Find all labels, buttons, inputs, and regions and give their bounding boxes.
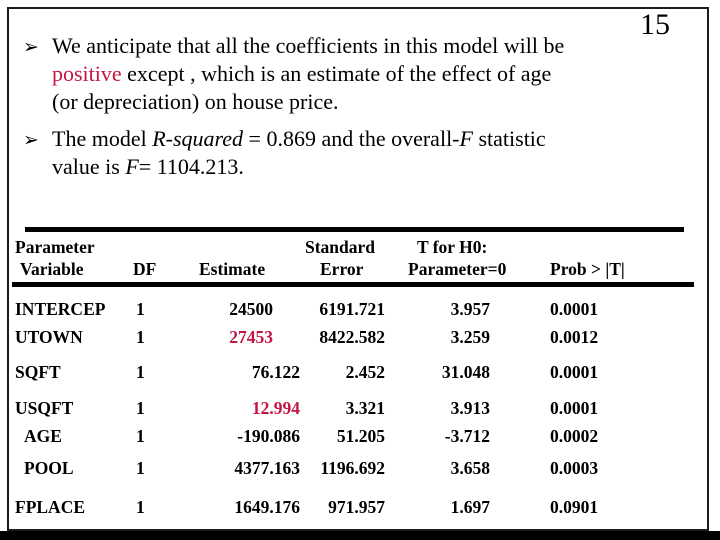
bullet1-highlight: positive xyxy=(52,61,122,86)
cell-prob: 0.0001 xyxy=(550,398,599,418)
cell-variable: POOL xyxy=(24,458,74,478)
bullet-list: ➢ We anticipate that all the coefficient… xyxy=(18,32,698,181)
bullet2-f: F xyxy=(459,126,473,151)
cell-t-value: 3.913 xyxy=(450,398,490,418)
bullet1-line3: (or depreciation) on house price. xyxy=(52,89,339,114)
bullet2-rsquared: R-squared xyxy=(152,126,244,151)
cell-std-error: 971.957 xyxy=(328,497,385,517)
bullet2-post: statistic xyxy=(472,126,546,151)
table-row: AGE 1 -190.086 51.205 -3.712 0.0002 xyxy=(0,426,720,448)
cell-prob: 0.0003 xyxy=(550,458,599,478)
cell-estimate: 24500 xyxy=(229,299,273,319)
cell-variable: SQFT xyxy=(15,362,61,382)
cell-variable: UTOWN xyxy=(15,327,83,347)
cell-t-value: 3.957 xyxy=(450,299,490,319)
cell-std-error: 8422.582 xyxy=(319,327,385,347)
cell-estimate: -190.086 xyxy=(237,426,300,446)
slide-border xyxy=(7,7,709,531)
cell-t-value: 31.048 xyxy=(441,362,490,382)
cell-prob: 0.0012 xyxy=(550,327,599,347)
column-header-df: DF xyxy=(133,259,157,279)
cell-std-error: 51.205 xyxy=(336,426,385,446)
cell-prob: 0.0001 xyxy=(550,299,599,319)
column-header-t-for-h0: T for H0: xyxy=(417,237,488,257)
table-row: USQFT 1 12.994 3.321 3.913 0.0001 xyxy=(0,398,720,420)
cell-estimate: 1649.176 xyxy=(234,497,300,517)
table-header-rule xyxy=(12,282,694,287)
table-row: UTOWN 1 27453 8422.582 3.259 0.0012 xyxy=(0,327,720,349)
cell-t-value: 3.259 xyxy=(450,327,490,347)
table-row: FPLACE 1 1649.176 971.957 1.697 0.0901 xyxy=(0,497,720,519)
column-header-estimate: Estimate xyxy=(199,259,266,279)
table-row: POOL 1 4377.163 1196.692 3.658 0.0003 xyxy=(0,458,720,480)
cell-t-value: 1.697 xyxy=(450,497,490,517)
bullet2-f2: F xyxy=(125,154,139,179)
bullet1-line2: except , which is an estimate of the eff… xyxy=(121,61,552,86)
column-header-parameter-eq-0: Parameter=0 xyxy=(408,259,507,279)
bullet2-mid: = 0.869 and the overall- xyxy=(243,126,460,151)
cell-std-error: 3.321 xyxy=(345,398,385,418)
bullet-item-2: ➢ The model R-squared = 0.869 and the ov… xyxy=(18,125,698,181)
cell-variable: INTERCEP xyxy=(15,299,106,319)
table-top-rule xyxy=(25,227,684,232)
cell-df: 1 xyxy=(136,426,145,446)
cell-estimate: 76.122 xyxy=(251,362,300,382)
bullet-item-1: ➢ We anticipate that all the coefficient… xyxy=(18,32,698,116)
column-header-parameter: Parameter xyxy=(15,237,95,257)
cell-t-value: -3.712 xyxy=(444,426,490,446)
cell-std-error: 2.452 xyxy=(345,362,385,382)
bullet2-pre: The model xyxy=(52,126,153,151)
cell-df: 1 xyxy=(136,398,145,418)
cell-variable: USQFT xyxy=(15,398,74,418)
bottom-rule xyxy=(0,531,720,540)
column-header-error: Error xyxy=(320,259,364,279)
cell-t-value: 3.658 xyxy=(450,458,490,478)
cell-prob: 0.0901 xyxy=(550,497,599,517)
cell-variable: AGE xyxy=(24,426,62,446)
column-header-standard: Standard xyxy=(305,237,376,257)
page-number: 15 xyxy=(640,8,670,41)
cell-df: 1 xyxy=(136,299,145,319)
cell-prob: 0.0002 xyxy=(550,426,599,446)
cell-prob: 0.0001 xyxy=(550,362,599,382)
cell-estimate: 27453 xyxy=(229,327,273,347)
cell-df: 1 xyxy=(136,362,145,382)
cell-variable: FPLACE xyxy=(15,497,85,517)
arrow-bullet-icon: ➢ xyxy=(23,36,39,58)
cell-std-error: 6191.721 xyxy=(319,299,385,319)
arrow-bullet-icon: ➢ xyxy=(23,129,39,151)
cell-df: 1 xyxy=(136,497,145,517)
table-row: INTERCEP 1 24500 6191.721 3.957 0.0001 xyxy=(0,299,720,321)
cell-estimate: 12.994 xyxy=(251,398,300,418)
cell-df: 1 xyxy=(136,327,145,347)
cell-estimate: 4377.163 xyxy=(234,458,300,478)
column-header-variable: Variable xyxy=(20,259,84,279)
bullet2-line2-pre: value is xyxy=(52,154,126,179)
bullet1-line1: We anticipate that all the coefficients … xyxy=(52,33,565,58)
column-header-prob: Prob > |T| xyxy=(550,259,625,279)
cell-df: 1 xyxy=(136,458,145,478)
table-row: SQFT 1 76.122 2.452 31.048 0.0001 xyxy=(0,362,720,384)
cell-std-error: 1196.692 xyxy=(320,458,385,478)
bullet2-line2-post: = 1104.213. xyxy=(138,154,244,179)
